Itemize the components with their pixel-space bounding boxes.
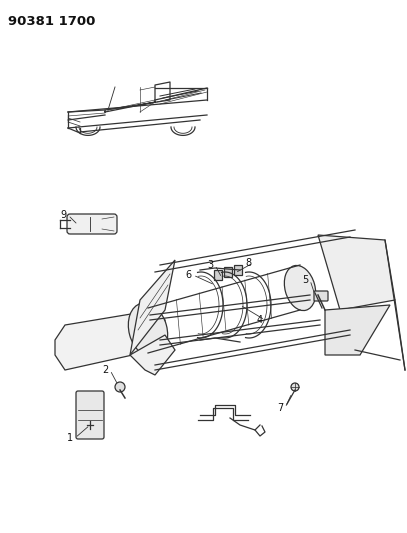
Circle shape xyxy=(291,383,299,391)
Text: 1: 1 xyxy=(67,433,73,443)
FancyBboxPatch shape xyxy=(234,265,242,275)
FancyBboxPatch shape xyxy=(314,291,328,301)
Polygon shape xyxy=(325,305,390,355)
FancyBboxPatch shape xyxy=(224,267,232,277)
Polygon shape xyxy=(130,335,175,375)
Text: 6: 6 xyxy=(185,270,191,280)
Text: 5: 5 xyxy=(302,275,308,285)
Ellipse shape xyxy=(284,265,316,311)
Text: 90381 1700: 90381 1700 xyxy=(8,15,95,28)
Text: 8: 8 xyxy=(245,258,251,268)
FancyBboxPatch shape xyxy=(67,214,117,234)
Text: 7: 7 xyxy=(277,403,283,413)
Polygon shape xyxy=(130,260,175,355)
Text: 9: 9 xyxy=(60,210,66,220)
Text: 3: 3 xyxy=(207,260,213,270)
FancyBboxPatch shape xyxy=(76,391,104,439)
Polygon shape xyxy=(318,235,395,310)
Text: 4: 4 xyxy=(257,315,263,325)
Polygon shape xyxy=(55,310,165,370)
Text: 2: 2 xyxy=(102,365,108,375)
Circle shape xyxy=(115,382,125,392)
FancyBboxPatch shape xyxy=(214,270,222,280)
Ellipse shape xyxy=(128,303,168,357)
